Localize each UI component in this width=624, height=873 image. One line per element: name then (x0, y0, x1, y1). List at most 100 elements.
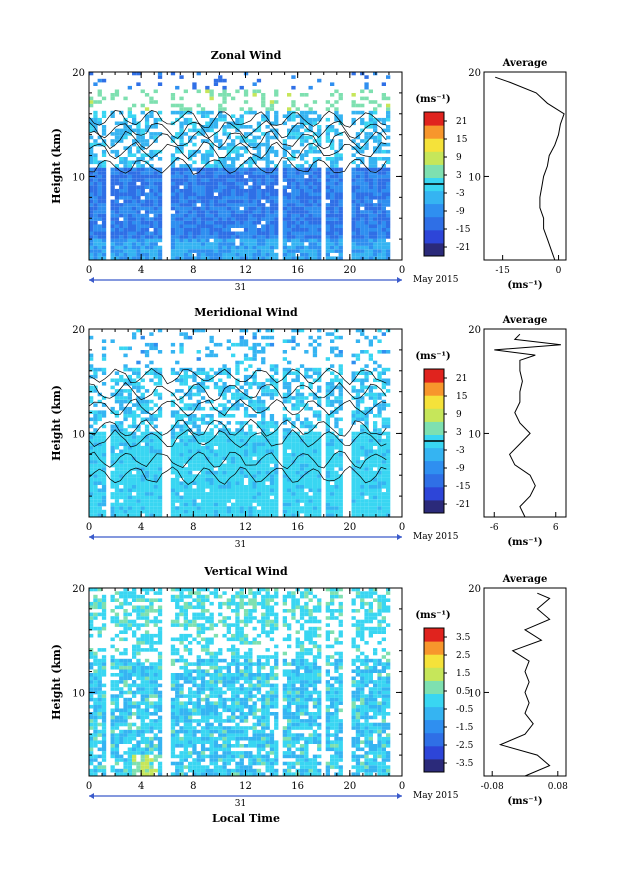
heatmap-cell (360, 139, 365, 143)
heatmap-cell (334, 217, 339, 221)
heatmap-cell (317, 438, 322, 443)
heatmap-cell (248, 217, 253, 221)
heatmap-cell (149, 417, 154, 422)
heatmap-cell (338, 185, 343, 189)
heatmap-cell (291, 75, 296, 79)
heatmap-cell (209, 374, 214, 379)
heatmap-cell (239, 453, 244, 457)
heatmap-cell (364, 238, 369, 243)
heatmap-cell (170, 135, 176, 140)
heatmap-cell (317, 125, 322, 129)
x-tick-label: 8 (190, 265, 196, 276)
heatmap-cell (226, 456, 231, 461)
heatmap-cell (192, 513, 197, 517)
heatmap-cell (381, 399, 386, 404)
heatmap-cell (183, 485, 188, 489)
heatmap-cell (123, 181, 128, 186)
heatmap-cell (269, 374, 275, 379)
heatmap-cell (132, 252, 137, 257)
heatmap-cell (170, 449, 176, 454)
heatmap-cell (231, 139, 236, 143)
heatmap-cell (274, 181, 279, 186)
heatmap-cell (218, 403, 223, 407)
profile-frame (483, 328, 567, 518)
heatmap-cell (127, 506, 132, 510)
heatmap-cell (132, 438, 137, 443)
heatmap-cell (274, 467, 279, 471)
heatmap-cell (196, 371, 201, 375)
heatmap-cell (287, 499, 292, 503)
heatmap-cell (256, 453, 262, 457)
heatmap-cell (175, 474, 180, 478)
heatmap-cell (136, 453, 141, 457)
heatmap-cell (304, 513, 309, 517)
heatmap-cell (222, 252, 227, 257)
heatmap-cell (317, 445, 322, 450)
heatmap-cell (360, 485, 365, 489)
heatmap-cell (200, 406, 206, 411)
heatmap-cell (213, 456, 219, 461)
heatmap-cell (330, 160, 335, 165)
heatmap-cell (256, 449, 262, 454)
heatmap-cell (123, 410, 128, 414)
heatmap-cell (183, 107, 188, 111)
heatmap-cell (377, 157, 382, 161)
heatmap-cell (170, 153, 176, 157)
heatmap-cell (144, 399, 150, 404)
heatmap-cell (101, 502, 107, 507)
heatmap-cell (239, 424, 244, 429)
heatmap-cell (149, 196, 154, 200)
heatmap-cell (97, 687, 102, 691)
heatmap-cell (373, 414, 378, 418)
heatmap-cell (265, 467, 270, 471)
heatmap-cell (317, 449, 322, 454)
heatmap-cell (291, 117, 296, 122)
heatmap-cell (183, 502, 188, 507)
heatmap-cell (209, 213, 214, 218)
heatmap-cell (222, 167, 227, 172)
heatmap-cell (235, 438, 240, 443)
heatmap-cell (243, 228, 249, 232)
heatmap-cell (196, 196, 201, 200)
heatmap-cell (235, 499, 240, 503)
heatmap-cell (179, 256, 184, 260)
heatmap-cell (123, 220, 128, 225)
heatmap-cell (213, 453, 219, 457)
heatmap-cell (252, 235, 257, 239)
heatmap-cell (192, 167, 197, 172)
heatmap-cell (269, 252, 275, 257)
heatmap-cell (89, 754, 94, 759)
heatmap-cell (222, 438, 227, 443)
heatmap-cell (183, 513, 188, 517)
heatmap-cell (188, 174, 193, 179)
heatmap-cell (110, 142, 115, 147)
heatmap-cell (114, 188, 120, 193)
heatmap-cell (308, 149, 313, 154)
heatmap-cell (360, 438, 365, 443)
heatmap-cell (93, 153, 98, 157)
heatmap-cell (222, 428, 227, 432)
heatmap-cell (205, 217, 210, 221)
heatmap-cell (364, 417, 369, 422)
heatmap-cell (123, 231, 128, 236)
heatmap-cell (351, 185, 356, 189)
heatmap-cell (149, 96, 154, 101)
heatmap-cell (364, 438, 369, 443)
heatmap-cell (119, 474, 124, 478)
heatmap-cell (132, 121, 137, 126)
heatmap-cell (209, 231, 214, 236)
heatmap-cell (231, 485, 236, 489)
heatmap-cell (209, 164, 214, 168)
heatmap-cell (282, 417, 287, 422)
heatmap-cell (196, 245, 201, 250)
heatmap-cell (144, 231, 150, 236)
profile-unit: (ms⁻¹) (507, 537, 542, 548)
heatmap-cell (373, 442, 378, 446)
heatmap-cell (386, 431, 391, 436)
heatmap-cell (123, 196, 128, 200)
heatmap-cell (261, 93, 266, 97)
heatmap-cell (312, 100, 318, 104)
heatmap-cell (170, 463, 176, 468)
heatmap-cell (248, 481, 253, 485)
heatmap-cell (123, 256, 128, 260)
